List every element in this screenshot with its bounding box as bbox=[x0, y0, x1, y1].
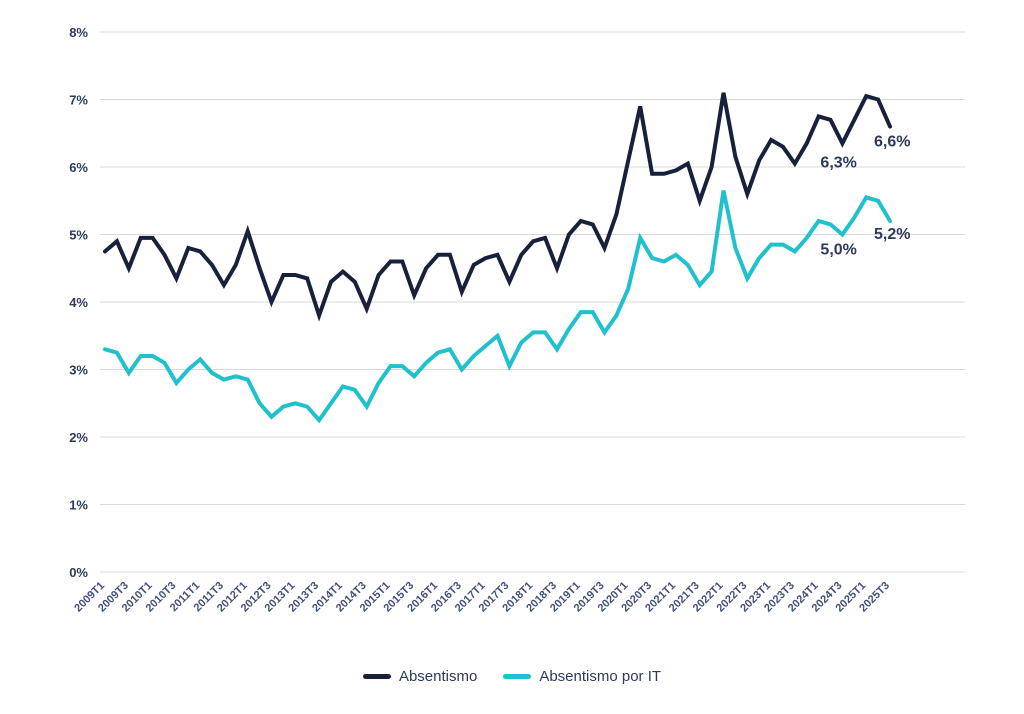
y-tick-label: 2% bbox=[69, 430, 88, 445]
value-annotation: 5,0% bbox=[820, 242, 856, 259]
value-annotation: 5,2% bbox=[874, 226, 910, 243]
legend-swatch-absentismo bbox=[362, 674, 391, 679]
line-chart-canvas: 0%1%2%3%4%5%6%7%8%2009T12009T32010T12010… bbox=[69, 25, 965, 615]
series-line-absentismo-por-it bbox=[103, 190, 892, 424]
chart-legend: Absentismo Absentismo por IT bbox=[0, 668, 1024, 685]
y-tick-label: 4% bbox=[69, 295, 88, 310]
y-tick-label: 7% bbox=[69, 93, 88, 108]
value-annotation: 6,6% bbox=[874, 134, 910, 151]
legend-label-absentismo-por-it: Absentismo por IT bbox=[539, 668, 662, 685]
y-tick-label: 1% bbox=[69, 498, 88, 513]
legend-item-absentismo-por-it: Absentismo por IT bbox=[503, 668, 661, 685]
series-line-absentismo bbox=[103, 92, 892, 322]
y-tick-label: 8% bbox=[69, 25, 88, 40]
y-tick-label: 3% bbox=[69, 363, 88, 378]
legend-label-absentismo: Absentismo bbox=[398, 668, 478, 685]
y-tick-label: 6% bbox=[69, 160, 88, 175]
y-tick-label: 5% bbox=[69, 228, 88, 243]
legend-item-absentismo: Absentismo bbox=[362, 668, 478, 685]
y-tick-label: 0% bbox=[69, 565, 88, 580]
value-annotation: 6,3% bbox=[820, 154, 856, 171]
legend-swatch-absentismo-por-it bbox=[503, 674, 532, 679]
